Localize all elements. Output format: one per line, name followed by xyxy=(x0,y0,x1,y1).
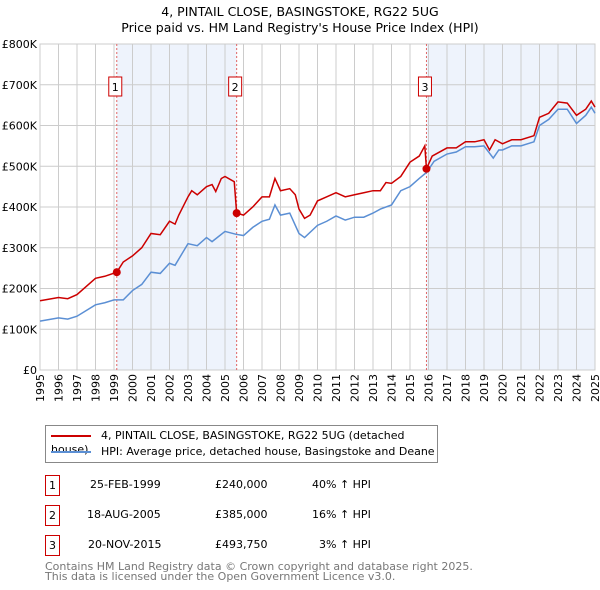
sale-label-box xyxy=(417,76,432,97)
footer-copyright: Contains HM Land Registry data © Crown c… xyxy=(45,560,473,573)
sale-point xyxy=(422,164,431,173)
x-tick-label: 2007 xyxy=(256,374,269,402)
y-tick-label: £300K xyxy=(2,242,38,255)
x-tick-label: 2009 xyxy=(293,374,306,402)
y-tick-label: £800K xyxy=(2,38,38,51)
legend: 4, PINTAIL CLOSE, BASINGSTOKE, RG22 5UG … xyxy=(45,425,438,463)
y-tick-label: £400K xyxy=(2,201,38,214)
sale-label-box xyxy=(228,76,243,97)
sale-hpi: 40% ↑ HPI xyxy=(312,478,371,491)
sale-marker: 3 xyxy=(45,535,60,556)
y-tick-label: £700K xyxy=(2,79,38,92)
x-tick-label: 2022 xyxy=(534,374,547,402)
x-tick-label: 2006 xyxy=(238,374,251,402)
x-tick-label: 2014 xyxy=(386,374,399,402)
sale-date: 18-AUG-2005 xyxy=(87,508,161,521)
y-tick-label: £500K xyxy=(2,160,38,173)
sale-row: 2 18-AUG-2005 £385,000 16% ↑ HPI xyxy=(45,505,445,526)
sale-hpi: 16% ↑ HPI xyxy=(312,508,371,521)
sale-date: 25-FEB-1999 xyxy=(90,478,161,491)
chart-subtitle: Price paid vs. HM Land Registry's House … xyxy=(121,20,479,35)
sale-row: 1 25-FEB-1999 £240,000 40% ↑ HPI xyxy=(45,475,445,496)
sale-label: 1 xyxy=(112,81,119,94)
series-line xyxy=(39,105,596,322)
x-tick-label: 2018 xyxy=(460,374,473,402)
footer-license: This data is licensed under the Open Gov… xyxy=(45,570,396,583)
y-tick-label: £100K xyxy=(2,323,38,336)
legend-label: HPI: Average price, detached house, Basi… xyxy=(101,445,435,458)
x-tick-label: 2004 xyxy=(201,374,214,402)
x-tick-label: 2019 xyxy=(478,374,491,402)
x-tick-label: 2015 xyxy=(404,374,417,402)
series-line xyxy=(39,99,596,302)
sale-price: £240,000 xyxy=(215,478,268,491)
x-tick-label: 2005 xyxy=(219,374,232,402)
x-tick-label: 1996 xyxy=(53,374,66,402)
x-tick-label: 2017 xyxy=(441,374,454,402)
legend-item-hpi: HPI: Average price, detached house, Basi… xyxy=(51,445,435,459)
y-tick-label: £200K xyxy=(2,283,38,296)
x-tick-label: 1998 xyxy=(90,374,103,402)
x-tick-label: 2001 xyxy=(145,374,158,402)
x-tick-label: 2010 xyxy=(312,374,325,402)
x-tick-label: 2023 xyxy=(552,374,565,402)
x-tick-label: 2024 xyxy=(571,374,584,402)
x-tick-label: 2000 xyxy=(127,374,140,402)
sale-price: £493,750 xyxy=(215,538,268,551)
chart-title: 4, PINTAIL CLOSE, BASINGSTOKE, RG22 5UG xyxy=(161,4,439,19)
x-tick-label: 2012 xyxy=(349,374,362,402)
x-tick-label: 1999 xyxy=(108,374,121,402)
x-tick-label: 2016 xyxy=(423,374,436,402)
sale-marker: 2 xyxy=(45,505,60,526)
x-tick-label: 2020 xyxy=(497,374,510,402)
y-tick-label: £0 xyxy=(23,364,37,377)
sale-point xyxy=(112,268,121,277)
x-tick-label: 2025 xyxy=(589,374,600,402)
y-tick-label: £600K xyxy=(2,120,38,133)
x-tick-label: 1995 xyxy=(34,374,47,402)
x-tick-label: 2021 xyxy=(515,374,528,402)
x-tick-label: 2008 xyxy=(275,374,288,402)
sale-point xyxy=(232,209,241,218)
sale-label-box xyxy=(108,76,123,97)
chart: 1995 1996 1997 1998 1999 2000 2001 2002 2003 2004… xyxy=(2,38,600,402)
legend-item-property: 4, PINTAIL CLOSE, BASINGSTOKE, RG22 5UG … xyxy=(51,429,437,456)
sale-marker: 1 xyxy=(45,475,60,496)
x-tick-label: 2003 xyxy=(182,374,195,402)
x-tick-label: 1997 xyxy=(71,374,84,402)
x-tick-label: 2002 xyxy=(164,374,177,402)
sale-label: 2 xyxy=(232,81,239,94)
x-tick-label: 2011 xyxy=(330,374,343,402)
sale-hpi: 3% ↑ HPI xyxy=(319,538,371,551)
sale-date: 20-NOV-2015 xyxy=(88,538,162,551)
plot-frame xyxy=(39,43,596,371)
sale-price: £385,000 xyxy=(215,508,268,521)
sale-row: 3 20-NOV-2015 £493,750 3% ↑ HPI xyxy=(45,535,445,556)
x-tick-label: 2013 xyxy=(367,374,380,402)
sale-label: 3 xyxy=(421,81,428,94)
